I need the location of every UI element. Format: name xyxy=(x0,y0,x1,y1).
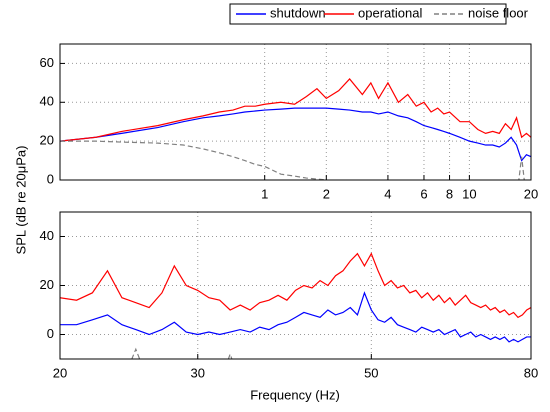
legend-label: operational xyxy=(358,5,422,20)
x-tick-label: 50 xyxy=(364,365,378,380)
x-tick-label: 1 xyxy=(261,186,268,201)
series-line xyxy=(60,78,531,142)
y-tick-label: 0 xyxy=(47,171,54,186)
y-tick-label: 20 xyxy=(40,133,54,148)
x-tick-label: 20 xyxy=(53,365,67,380)
x-tick-label: 4 xyxy=(384,186,391,201)
plot-area xyxy=(60,78,531,180)
y-tick-label: 0 xyxy=(47,326,54,341)
x-tick-label: 30 xyxy=(191,365,205,380)
plot-area xyxy=(60,252,531,359)
legend: shutdown operational noise floor xyxy=(229,3,529,25)
y-tick-label: 40 xyxy=(40,228,54,243)
x-tick-label: 80 xyxy=(524,365,538,380)
series-line xyxy=(131,347,233,359)
x-tick-label: 6 xyxy=(420,186,427,201)
x-axis-label: Frequency (Hz) xyxy=(250,387,340,402)
axes-box xyxy=(59,211,532,360)
series-line xyxy=(60,291,531,343)
series-line xyxy=(60,107,531,162)
x-tick-label: 10 xyxy=(462,186,476,201)
x-tick-label: 8 xyxy=(446,186,453,201)
y-tick-label: 40 xyxy=(40,94,54,109)
y-axis-label: SPL (dB re 20μPa) xyxy=(13,146,28,255)
x-tick-label: 20 xyxy=(524,186,538,201)
legend-box xyxy=(229,3,507,25)
series-line xyxy=(60,252,531,319)
series-line xyxy=(60,140,525,180)
legend-label: shutdown xyxy=(270,5,326,20)
y-tick-label: 60 xyxy=(40,55,54,70)
legend-label: noise floor xyxy=(468,5,529,20)
y-tick-label: 20 xyxy=(40,277,54,292)
axes-box xyxy=(59,43,532,181)
x-tick-label: 2 xyxy=(323,186,330,201)
